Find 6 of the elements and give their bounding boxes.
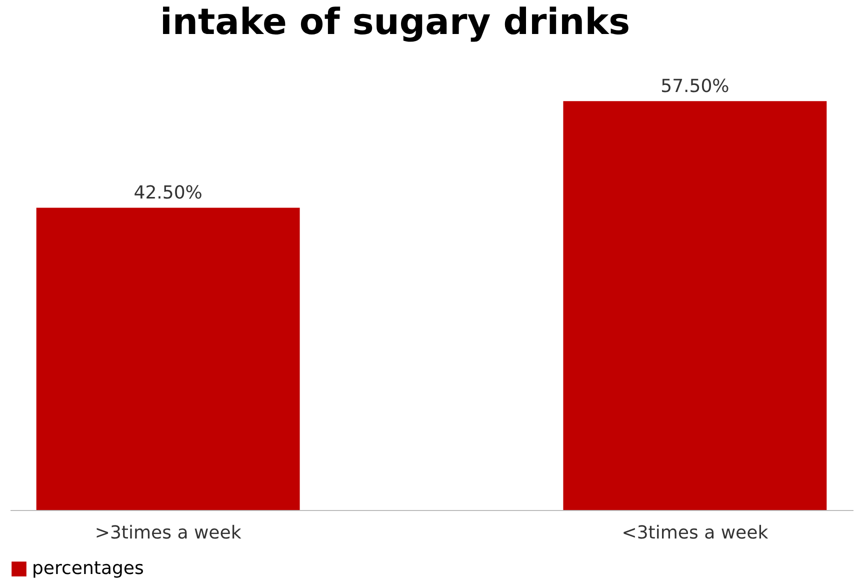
legend-label: percentages [32,558,144,579]
chart-title: intake of sugary drinks [160,2,630,43]
data-label: 57.50% [660,76,730,98]
x-tick-label: <3times a week [622,522,769,544]
data-label: 42.50% [134,182,202,204]
x-tick-label: >3times a week [94,522,242,544]
